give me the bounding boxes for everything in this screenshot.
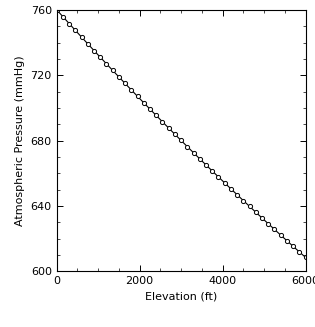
Y-axis label: Atmospheric Pressure (mmHg): Atmospheric Pressure (mmHg) [15,55,25,226]
X-axis label: Elevation (ft): Elevation (ft) [145,292,217,302]
